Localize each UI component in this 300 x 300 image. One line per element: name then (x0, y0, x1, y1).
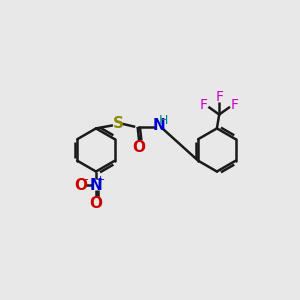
Text: N: N (90, 178, 102, 193)
Text: +: + (96, 175, 105, 185)
Text: S: S (113, 116, 124, 131)
Text: F: F (215, 90, 223, 104)
Text: O: O (74, 178, 87, 193)
Text: F: F (200, 98, 208, 112)
Text: F: F (231, 98, 239, 112)
Text: H: H (159, 114, 168, 127)
Text: O: O (89, 196, 103, 211)
Text: O: O (133, 140, 146, 155)
Text: -: - (84, 173, 88, 186)
Text: N: N (153, 118, 166, 133)
